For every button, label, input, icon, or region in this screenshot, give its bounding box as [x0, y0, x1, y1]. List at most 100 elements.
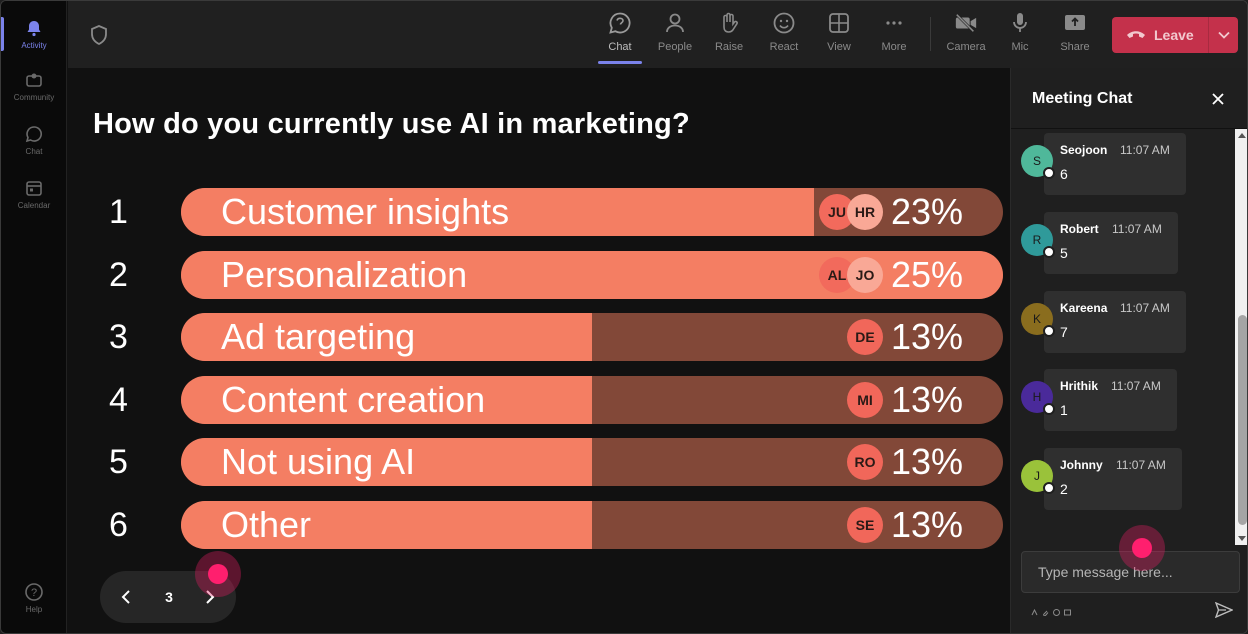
avatar[interactable]: H: [1021, 381, 1055, 415]
voter-avatars: MI: [847, 381, 883, 418]
voter-avatars: SE: [847, 506, 883, 543]
sender-name: Johnny: [1060, 458, 1103, 472]
toolbar-share-button[interactable]: Share: [1051, 11, 1099, 61]
rail-item-community[interactable]: Community: [1, 61, 67, 111]
chat-message: Kareena 11:07 AM 7 K: [1011, 289, 1236, 353]
attach-icon[interactable]: [1042, 603, 1049, 617]
message-bubble[interactable]: Hrithik 11:07 AM 1: [1044, 369, 1177, 431]
poll-option[interactable]: 4 Content creation MI 13%: [93, 375, 1005, 424]
toolbar-label: Camera: [946, 41, 986, 53]
rail-item-label: Activity: [21, 41, 47, 50]
poll-option[interactable]: 1 Customer insights JU HR 23%: [93, 188, 1005, 236]
option-percentage: 23%: [890, 191, 963, 232]
avatar[interactable]: S: [1021, 145, 1055, 179]
hand-icon: [717, 11, 741, 35]
shield-icon[interactable]: [90, 25, 108, 50]
toolbar-people-button[interactable]: People: [651, 11, 699, 61]
scroll-down-icon[interactable]: [1238, 536, 1246, 541]
poll-option[interactable]: 6 Other SE 13%: [93, 500, 1005, 549]
rail-item-label: Calendar: [17, 201, 51, 210]
voter-avatar[interactable]: DE: [847, 319, 883, 355]
bell-icon: [24, 18, 44, 38]
voter-avatars: RO: [847, 444, 883, 480]
toolbar-label: React: [769, 41, 799, 53]
leave-button[interactable]: Leave: [1112, 17, 1238, 53]
voter-avatar[interactable]: RO: [847, 444, 883, 480]
chat-format-tools: [1031, 603, 1071, 617]
option-label: Customer insights: [221, 191, 510, 232]
chevron-left-icon[interactable]: [116, 585, 136, 609]
message-bubble[interactable]: Seojoon 11:07 AM 6: [1044, 133, 1186, 195]
message-time: 11:07 AM: [1120, 143, 1170, 157]
emoji-icon[interactable]: [1053, 603, 1060, 616]
voter-avatar[interactable]: SE: [847, 506, 883, 543]
option-bar-fill: [181, 188, 814, 236]
voter-avatars: JU HR: [819, 194, 883, 230]
toolbar-view-button[interactable]: View: [815, 11, 863, 61]
option-number: 3: [109, 318, 128, 356]
send-icon[interactable]: [1214, 600, 1234, 620]
chevron-right-icon[interactable]: [200, 585, 220, 609]
toolbar-react-button[interactable]: React: [760, 11, 808, 61]
option-label: Other: [221, 503, 312, 545]
toolbar-raise-button[interactable]: Raise: [705, 11, 753, 61]
poll-option[interactable]: 5 Not using AI RO 13%: [93, 438, 1005, 486]
phone-hangup-icon: [1126, 27, 1146, 43]
avatar[interactable]: R: [1021, 224, 1055, 258]
format-icon[interactable]: [1031, 603, 1038, 616]
chat-title: Meeting Chat: [1032, 90, 1133, 107]
message-text: 7: [1060, 324, 1068, 340]
chevron-down-icon[interactable]: [1208, 17, 1238, 53]
rail-item-help[interactable]: ? Help: [1, 573, 67, 623]
app-rail: Activity Community Chat Calendar ? Help: [1, 1, 67, 633]
toolbar-chat-button[interactable]: Chat: [596, 11, 644, 64]
presence-status: [1043, 403, 1055, 415]
message-time: 11:07 AM: [1111, 379, 1161, 393]
option-bar: Other SE 13%: [181, 500, 1003, 549]
scroll-up-icon[interactable]: [1238, 133, 1246, 138]
chat-message: Johnny 11:07 AM 2 J: [1011, 446, 1236, 510]
message-bubble[interactable]: Robert 11:07 AM 5: [1044, 212, 1178, 274]
voter-avatar[interactable]: MI: [847, 381, 883, 418]
mic-icon: [1008, 11, 1032, 35]
avatar[interactable]: K: [1021, 303, 1055, 337]
avatar-initial: K: [1032, 312, 1041, 326]
rail-item-chat[interactable]: Chat: [1, 115, 67, 165]
message-bubble[interactable]: Kareena 11:07 AM 7: [1044, 291, 1186, 353]
option-percentage: 25%: [890, 253, 963, 295]
avatar-initial: J: [1034, 469, 1040, 483]
sender-name: Seojoon: [1060, 143, 1108, 157]
scrollbar-thumb[interactable]: [1238, 315, 1247, 525]
toolbar-label: More: [881, 41, 907, 53]
avatar[interactable]: J: [1021, 460, 1055, 494]
message-bubble[interactable]: Johnny 11:07 AM 2: [1044, 448, 1182, 510]
chat-divider: [1011, 128, 1247, 129]
avatar-initial: S: [1032, 154, 1041, 168]
chat-scrollbar[interactable]: [1235, 129, 1247, 545]
toolbar-label: Raise: [714, 41, 744, 53]
option-bar-fill: [181, 313, 592, 361]
meeting-toolbar: Chat People Raise React View: [68, 1, 1247, 68]
rail-item-calendar[interactable]: Calendar: [1, 169, 67, 219]
chat-message-input[interactable]: [1021, 551, 1240, 593]
close-icon[interactable]: [1209, 90, 1227, 108]
toolbar-camera-button[interactable]: Camera: [942, 11, 990, 61]
poll-option[interactable]: 3 Ad targeting DE 13%: [93, 313, 1005, 361]
message-text: 5: [1060, 245, 1068, 261]
voter-avatar[interactable]: JO: [847, 256, 883, 293]
presence-status: [1043, 167, 1055, 179]
people-icon: [663, 11, 687, 35]
rail-item-activity[interactable]: Activity: [1, 9, 67, 59]
option-bar: Customer insights JU HR 23%: [181, 188, 1003, 236]
option-percentage: 13%: [890, 316, 963, 357]
toolbar-more-button[interactable]: More: [870, 11, 918, 61]
option-percentage: 13%: [890, 378, 963, 420]
gif-icon[interactable]: [1064, 603, 1071, 616]
poll-option[interactable]: 2 Personalization AL JO 25%: [93, 250, 1005, 299]
presence-status: [1043, 482, 1055, 494]
voter-avatar[interactable]: HR: [847, 194, 883, 230]
toolbar-mic-button[interactable]: Mic: [996, 11, 1044, 61]
sender-name: Hrithik: [1060, 379, 1099, 393]
sender-name: Robert: [1060, 222, 1099, 236]
presence-status: [1043, 246, 1055, 258]
